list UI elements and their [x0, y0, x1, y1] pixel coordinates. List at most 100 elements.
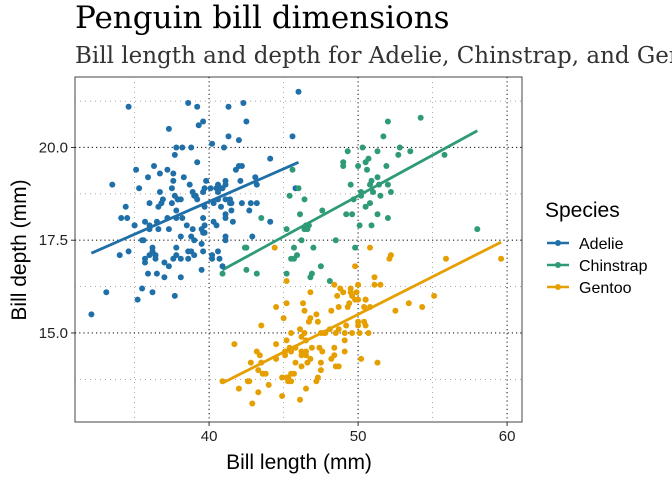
point-gentoo — [353, 289, 360, 296]
point-chinstrap — [417, 114, 424, 121]
point-chinstrap — [301, 196, 308, 203]
point-adelie — [131, 222, 138, 229]
point-gentoo — [331, 352, 338, 359]
point-adelie — [165, 125, 172, 132]
point-adelie — [238, 163, 245, 169]
point-adelie — [191, 252, 198, 259]
point-gentoo — [356, 330, 363, 336]
point-gentoo — [419, 304, 426, 310]
point-adelie — [179, 144, 186, 151]
point-gentoo — [292, 359, 299, 366]
point-adelie — [125, 248, 132, 255]
point-adelie — [229, 218, 236, 225]
point-adelie — [177, 274, 184, 281]
point-gentoo — [352, 296, 359, 303]
point-chinstrap — [368, 222, 375, 229]
point-adelie — [161, 274, 168, 281]
point-adelie — [222, 237, 229, 244]
point-chinstrap — [291, 244, 297, 251]
fit-line-chinstrap — [221, 129, 478, 272]
point-gentoo — [283, 337, 290, 344]
legend-key-point — [555, 240, 561, 246]
point-chinstrap — [362, 203, 369, 210]
point-gentoo — [341, 330, 348, 336]
point-adelie — [201, 185, 208, 192]
point-gentoo — [300, 300, 306, 307]
point-gentoo — [317, 367, 324, 374]
point-adelie — [185, 255, 192, 262]
point-chinstrap — [352, 244, 359, 251]
point-chinstrap — [319, 207, 326, 214]
legend-label: Chinstrap — [579, 258, 648, 275]
point-gentoo — [283, 300, 290, 307]
point-gentoo — [303, 352, 309, 359]
point-adelie — [200, 248, 207, 255]
point-adelie — [194, 159, 201, 166]
point-gentoo — [301, 330, 308, 336]
point-gentoo — [256, 352, 263, 359]
point-gentoo — [431, 292, 438, 299]
point-chinstrap — [367, 200, 373, 207]
point-gentoo — [358, 355, 365, 362]
point-adelie — [118, 215, 125, 221]
plot-panel — [74, 76, 523, 423]
point-adelie — [173, 144, 180, 151]
point-chinstrap — [344, 148, 351, 155]
point-chinstrap — [367, 181, 373, 188]
point-chinstrap — [243, 244, 250, 251]
point-adelie — [246, 207, 253, 214]
point-gentoo — [297, 326, 303, 333]
point-gentoo — [317, 359, 324, 366]
point-adelie — [134, 296, 141, 303]
point-adelie — [222, 215, 229, 221]
point-chinstrap — [349, 211, 356, 218]
point-gentoo — [273, 304, 280, 310]
point-adelie — [238, 200, 245, 207]
point-adelie — [145, 270, 151, 277]
point-adelie — [133, 166, 140, 173]
point-adelie — [139, 285, 146, 292]
point-chinstrap — [295, 185, 302, 192]
point-adelie — [103, 289, 110, 296]
point-gentoo — [303, 385, 309, 392]
point-chinstrap — [305, 222, 312, 229]
point-chinstrap — [332, 237, 339, 244]
point-chinstrap — [441, 151, 448, 158]
point-gentoo — [271, 244, 278, 251]
point-gentoo — [313, 311, 320, 318]
point-gentoo — [297, 396, 303, 403]
point-adelie — [215, 248, 221, 255]
point-gentoo — [405, 300, 412, 307]
point-gentoo — [307, 355, 314, 362]
point-gentoo — [219, 378, 226, 385]
point-gentoo — [331, 281, 338, 288]
point-gentoo — [392, 307, 399, 314]
x-tick-label: 50 — [350, 428, 367, 445]
point-chinstrap — [310, 244, 317, 251]
point-gentoo — [332, 330, 339, 336]
y-axis: 15.0 17.5 20.0 — [39, 139, 75, 342]
point-adelie — [185, 100, 192, 106]
point-chinstrap — [384, 118, 391, 125]
point-adelie — [243, 118, 250, 125]
point-gentoo — [308, 344, 315, 351]
point-adelie — [215, 181, 221, 188]
point-chinstrap — [370, 189, 376, 195]
x-tick-label: 40 — [201, 428, 218, 445]
point-adelie — [225, 133, 232, 140]
point-chinstrap — [377, 192, 384, 199]
point-gentoo — [280, 315, 287, 322]
point-gentoo — [288, 330, 295, 336]
point-adelie — [207, 185, 214, 192]
point-gentoo — [316, 344, 323, 351]
point-adelie — [161, 259, 168, 266]
point-adelie — [170, 255, 177, 262]
point-adelie — [228, 207, 235, 214]
point-chinstrap — [297, 211, 303, 218]
fit-line-gentoo — [221, 240, 502, 385]
point-adelie — [168, 185, 175, 192]
point-adelie — [201, 222, 208, 229]
point-gentoo — [273, 341, 280, 348]
point-adelie — [186, 181, 193, 188]
point-chinstrap — [395, 151, 402, 158]
